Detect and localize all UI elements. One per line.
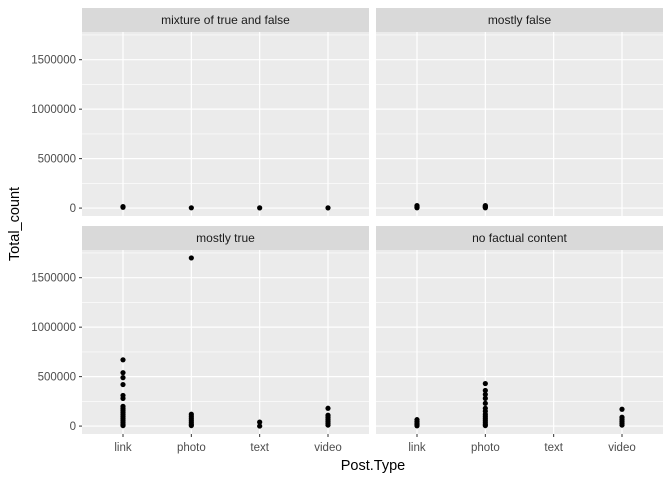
y-tick-label: 1500000 [31,273,76,285]
data-point [257,419,263,425]
y-tick-label: 1500000 [31,55,76,67]
facet-strip [376,8,663,32]
facet-strip-label: mostly false [488,13,552,27]
data-point [257,423,263,429]
x-tick-label: video [314,442,342,454]
x-tick-label: video [608,442,636,454]
data-point [120,381,126,388]
x-tick-label: text [250,442,269,454]
facet-strip-label: mixture of true and false [161,13,290,27]
x-tick-label: photo [471,442,500,454]
x-tick-label: link [114,442,132,454]
data-point [482,400,488,406]
data-point [120,204,126,210]
data-point [188,422,194,429]
data-point [482,380,488,387]
y-tick-label: 1000000 [31,322,76,334]
data-point [482,391,488,398]
facet-strip [376,226,663,250]
data-point [482,387,488,394]
data-point [325,422,331,428]
data-point [188,205,194,211]
facet-panel: mostly false [376,8,663,216]
x-tick-label: photo [177,442,206,454]
panel-background [376,32,663,216]
data-point [325,405,331,411]
y-axis-title: Total_count [7,187,23,261]
panel-background [376,250,663,434]
facet-panel: mixture of true and false [82,8,369,216]
panel-background [82,250,369,434]
data-point [188,255,194,261]
data-point [619,406,625,412]
y-tick-label: 500000 [38,372,76,384]
data-point [414,203,420,209]
data-point [120,357,126,363]
data-point [120,395,126,401]
y-tick-label: 500000 [38,154,76,166]
data-point [482,395,488,401]
panel-background [82,32,369,216]
x-tick-label: link [408,442,426,454]
facet-panel: no factual content [376,226,663,434]
data-point [120,375,126,381]
facet-panel: mostly true [82,226,369,434]
facet-strip-label: no factual content [472,231,567,245]
y-tick-label: 0 [70,421,76,433]
x-axis-title: Post.Type [341,458,405,474]
data-point [257,205,263,211]
facet-strip [82,226,369,250]
facet-strip-label: mostly true [196,231,255,245]
x-tick-label: text [544,442,563,454]
data-point [120,370,126,376]
data-point [325,205,331,211]
facet-strip [82,8,369,32]
data-point [482,203,488,209]
data-point [120,422,126,429]
data-point [619,422,625,428]
data-point [482,422,488,429]
y-tick-label: 0 [70,203,76,215]
y-tick-label: 1000000 [31,104,76,116]
data-point [414,423,420,429]
